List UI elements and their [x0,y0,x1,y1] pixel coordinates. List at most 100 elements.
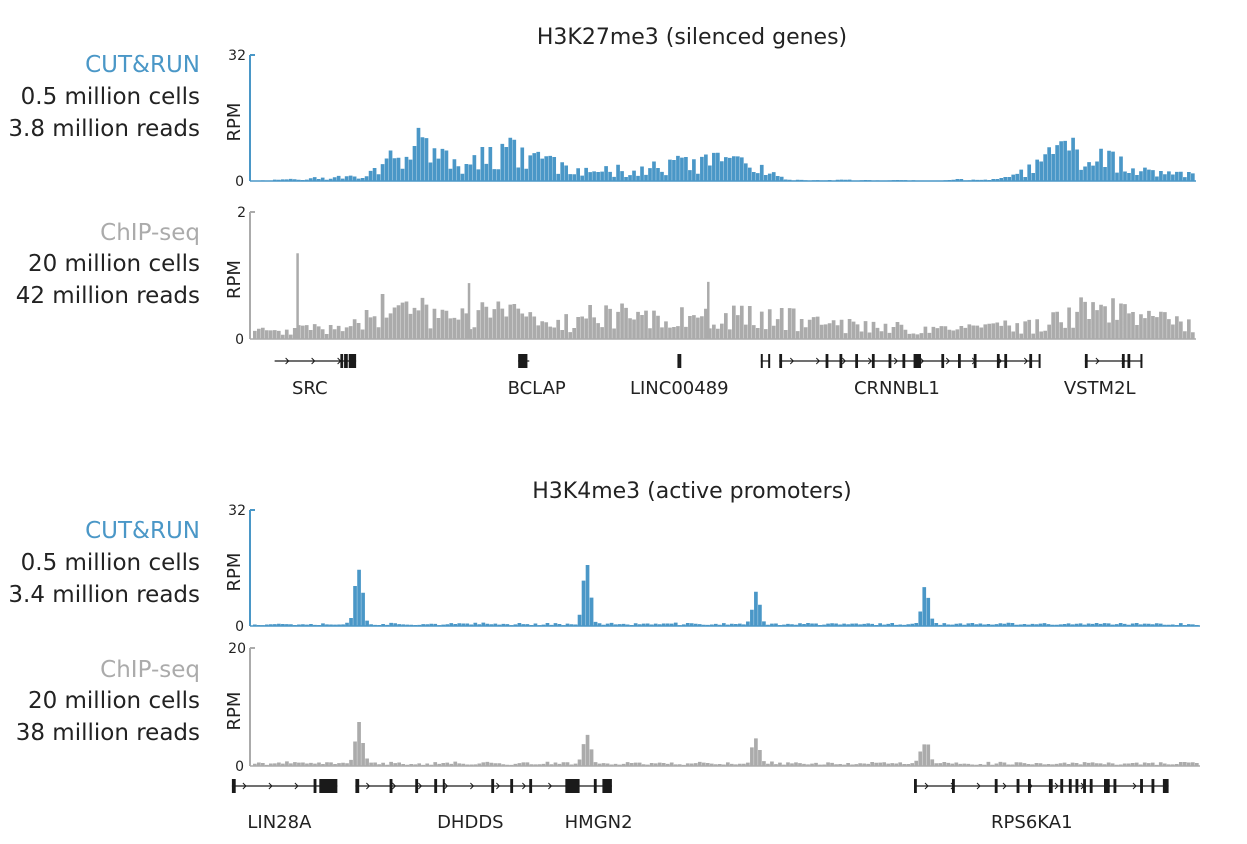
gene-exon [319,779,338,793]
gene-exon [313,779,317,793]
gene-exon [1140,354,1143,368]
gene-exon [913,354,921,368]
strand-arrow [924,782,929,790]
gene-label: BCLAP [508,378,566,399]
gene-exon [996,354,1000,368]
track-cutrun: CUT&RUN 0.5 million cells 3.8 million read… [8,48,1196,190]
strand-arrow [1054,782,1059,790]
gene-exon [941,354,945,368]
track-reads-label: 3.8 million reads [8,116,200,142]
gene-exon [1151,779,1155,793]
gene-exon [491,779,495,793]
gene-exon [902,354,906,368]
strand-arrow [470,782,475,790]
gene-exon [1083,779,1086,793]
gene-label: LIN28A [247,812,312,833]
signal-spike [467,283,471,339]
strand-arrow [1095,357,1100,365]
strand-arrow [311,357,316,365]
track-method-label: ChIP-seq [100,220,200,246]
gene-exon [994,779,998,793]
gene-exon [914,779,917,793]
gene-exon [593,779,597,793]
gene-label: DHDDS [437,812,504,833]
gene-exon [231,779,236,793]
gene-exon [1162,779,1169,793]
gene-exon [518,354,528,368]
gene-exon [679,354,682,368]
gene-exon [871,354,875,368]
gene-exon [958,354,961,368]
y-axis-label: RPM [224,692,245,731]
strand-arrow [919,357,925,365]
gene-exon [1113,779,1117,793]
strand-arrow [893,357,899,365]
strand-arrow [444,782,449,790]
strand-arrow [242,782,247,790]
gene-exon [855,354,859,368]
track-cutrun: CUT&RUN 0.5 million cells 3.4 million read… [8,503,1200,635]
signal-bars [253,564,1199,626]
track-chipseq: ChIP-seq 20 million cells 42 million reads… [16,205,1196,348]
strand-arrow [294,782,299,790]
strand-arrow [867,357,873,365]
gene-track: LIN28A DHDDS HMGN2 RPS6KA1 [231,779,1169,833]
strand-arrow [285,357,290,365]
gene-exon [1075,779,1079,793]
gene-exon [1084,354,1088,368]
strand-arrow [1002,782,1007,790]
y-min-label: 0 [235,619,244,635]
gene-label: CRNNBL1 [854,378,940,399]
gene-exon [677,354,680,368]
strand-arrow [976,782,981,790]
gene-label: HMGN2 [565,812,633,833]
signal-bars [253,722,1199,766]
gene-label: RPS6KA1 [991,812,1073,833]
gene-exon [442,779,445,793]
y-max-label: 20 [228,641,246,657]
y-max-label: 2 [237,205,246,221]
gene-label: SRC [292,378,328,399]
gene-exon [415,779,419,793]
gene-exon [602,779,612,793]
y-min-label: 0 [235,174,244,190]
panel-title: H3K4me3 (active promoters) [532,479,852,504]
signal-spike [707,281,710,339]
gene-exon [760,354,763,368]
gene-exon [1016,779,1020,793]
panel-title: H3K27me3 (silenced genes) [537,25,847,50]
gene-exon [1060,779,1064,793]
gene-exon [1104,779,1110,793]
strand-arrow [815,357,821,365]
gene-exon [1038,354,1041,368]
gene-exon [529,779,533,793]
track-cells-label: 20 million cells [28,688,200,714]
strand-arrow [522,782,527,790]
gene-exon [839,354,843,368]
gene-exon [825,354,829,368]
track-method-label: CUT&RUN [85,52,200,78]
strand-arrow [789,357,795,365]
signal-bars [253,294,1195,339]
y-max-label: 32 [228,503,246,519]
gene-exon [1029,354,1033,368]
gene-exon [952,779,955,793]
strand-arrow [392,782,397,790]
gene-label: LINC00489 [630,378,729,399]
gene-exon [1140,779,1143,793]
y-axis-label: RPM [224,260,245,299]
gene-exon [510,779,514,793]
gene-exon [565,779,580,793]
strand-arrow [418,782,423,790]
gene-exon [1048,779,1053,793]
track-cells-label: 20 million cells [28,251,200,277]
strand-arrow [366,782,371,790]
y-min-label: 0 [235,759,244,775]
gene-track: SRC BCLAP LINC00489 CRNNBL1 VSTM2L [274,354,1143,399]
gene-exon [1004,354,1008,368]
gene-exon [1089,779,1093,793]
y-max-label: 32 [228,48,246,64]
signal-bars [260,127,1195,181]
gene-exon [1028,779,1031,793]
